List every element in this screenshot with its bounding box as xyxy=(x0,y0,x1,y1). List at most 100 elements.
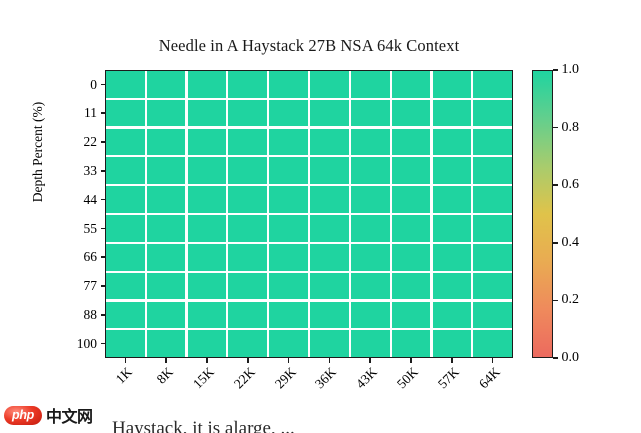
y-tick-label: 66 xyxy=(83,249,98,265)
heatmap-cell xyxy=(350,272,390,300)
heatmap-cell xyxy=(310,157,349,185)
heatmap-cell xyxy=(432,99,472,127)
heatmap-cell xyxy=(473,128,512,156)
heatmap-cell xyxy=(310,128,349,156)
heatmap-cell xyxy=(228,157,268,185)
colorbar-tick-label: 1.0 xyxy=(561,62,580,77)
colorbar-tick-mark xyxy=(553,299,558,302)
heatmap-cell xyxy=(473,272,512,300)
heatmap-cell xyxy=(187,215,227,242)
heatmap-cell xyxy=(391,243,431,271)
heatmap-cell xyxy=(350,128,390,156)
heatmap-cell xyxy=(187,128,227,156)
heatmap-cell xyxy=(146,272,186,300)
colorbar-tick-mark xyxy=(553,184,558,186)
heatmap-cell xyxy=(228,99,268,127)
y-tick-mark xyxy=(100,256,105,258)
watermark-php-badge: php xyxy=(4,405,42,425)
heatmap-cell xyxy=(391,128,431,156)
x-tick-mark xyxy=(369,358,371,363)
heatmap-cell xyxy=(310,330,349,357)
heatmap-cell xyxy=(473,243,512,271)
y-tick-label: 0 xyxy=(90,76,97,92)
heatmap-cell xyxy=(350,330,390,357)
y-tick-mark xyxy=(100,112,105,114)
heatmap-cell xyxy=(269,99,308,127)
y-tick-mark xyxy=(100,170,105,172)
y-tick-mark xyxy=(100,342,105,345)
heatmap-cell xyxy=(269,128,308,156)
heatmap-cell xyxy=(269,186,308,213)
heatmap-cell xyxy=(391,157,431,185)
y-tick-mark xyxy=(100,285,105,287)
y-tick-label: 44 xyxy=(83,191,98,207)
heatmap-cell xyxy=(432,186,472,213)
colorbar-tick-mark xyxy=(553,126,558,129)
heatmap-cell xyxy=(432,71,472,98)
y-tick-mark xyxy=(100,198,105,201)
heatmap-cell xyxy=(106,186,145,213)
heatmap-cell xyxy=(391,186,431,213)
watermark: php 中文网 xyxy=(4,404,93,426)
heatmap-cell xyxy=(106,99,145,127)
x-tick-label: 1K xyxy=(113,364,136,387)
heatmap-cell xyxy=(432,243,472,271)
heatmap-cell xyxy=(228,243,268,271)
x-tick-label: 8K xyxy=(153,364,177,387)
heatmap-cell xyxy=(391,272,431,300)
heatmap-cell xyxy=(146,128,186,156)
y-tick-mark xyxy=(100,227,105,230)
colorbar-tick-mark xyxy=(553,357,558,359)
y-tick-label: 55 xyxy=(83,220,98,236)
heatmap-cell xyxy=(350,215,390,242)
x-tick-mark xyxy=(287,358,290,363)
heatmap-cell xyxy=(310,215,349,242)
heatmap-cell xyxy=(187,243,227,271)
x-tick-mark xyxy=(410,358,412,363)
heatmap-cell xyxy=(310,272,349,300)
heatmap-cell xyxy=(432,301,472,329)
heatmap-cell xyxy=(432,215,472,242)
x-tick-label: 57K xyxy=(434,364,462,392)
y-tick-label: 11 xyxy=(84,105,97,121)
page-title: Needle in A Haystack 27B NSA 64k Context xyxy=(158,36,460,55)
colorbar-tick-label: 0.8 xyxy=(561,119,580,135)
heatmap-cell xyxy=(391,71,431,98)
heatmap-cell xyxy=(473,157,512,185)
heatmap-cell xyxy=(187,272,227,300)
x-tick-mark xyxy=(491,358,494,363)
heatmap-cell xyxy=(269,272,308,300)
heatmap-cell xyxy=(350,99,390,127)
y-tick-label: 22 xyxy=(83,134,98,150)
heatmap-cell xyxy=(146,243,186,271)
heatmap-cell xyxy=(269,157,308,185)
heatmap-cell xyxy=(473,215,512,242)
x-tick-label: 22K xyxy=(230,364,258,392)
heatmap-cell xyxy=(106,301,145,329)
colorbar-tick-label: 0.0 xyxy=(561,350,580,365)
y-axis-label: Depth Percent (%) xyxy=(30,101,45,203)
heatmap-cell xyxy=(228,301,268,329)
heatmap-cell xyxy=(473,186,512,213)
heatmap-cell xyxy=(310,301,349,329)
heatmap-cell xyxy=(269,330,308,357)
x-tick-label: 43K xyxy=(353,364,381,392)
x-tick-mark xyxy=(451,358,453,363)
heatmap-cell xyxy=(106,243,145,271)
heatmap-cell xyxy=(473,71,512,98)
heatmap-cell xyxy=(187,186,227,213)
heatmap-cell xyxy=(106,272,145,300)
heatmap-cell xyxy=(473,330,512,357)
colorbar-tick-label: 0.2 xyxy=(561,292,580,308)
heatmap-cell xyxy=(432,157,472,185)
heatmap-cell xyxy=(228,71,268,98)
colorbar-tick-label: 0.4 xyxy=(561,234,580,250)
heatmap-cell xyxy=(391,215,431,242)
heatmap-cell xyxy=(106,330,145,357)
heatmap-cell xyxy=(269,215,308,242)
heatmap-cell xyxy=(146,186,186,213)
heatmap-cell xyxy=(106,128,145,156)
heatmap-cell xyxy=(432,330,472,357)
bottom-caption-text: Haystack, it is alarge, ... xyxy=(112,418,295,433)
heatmap-cell xyxy=(391,330,431,357)
